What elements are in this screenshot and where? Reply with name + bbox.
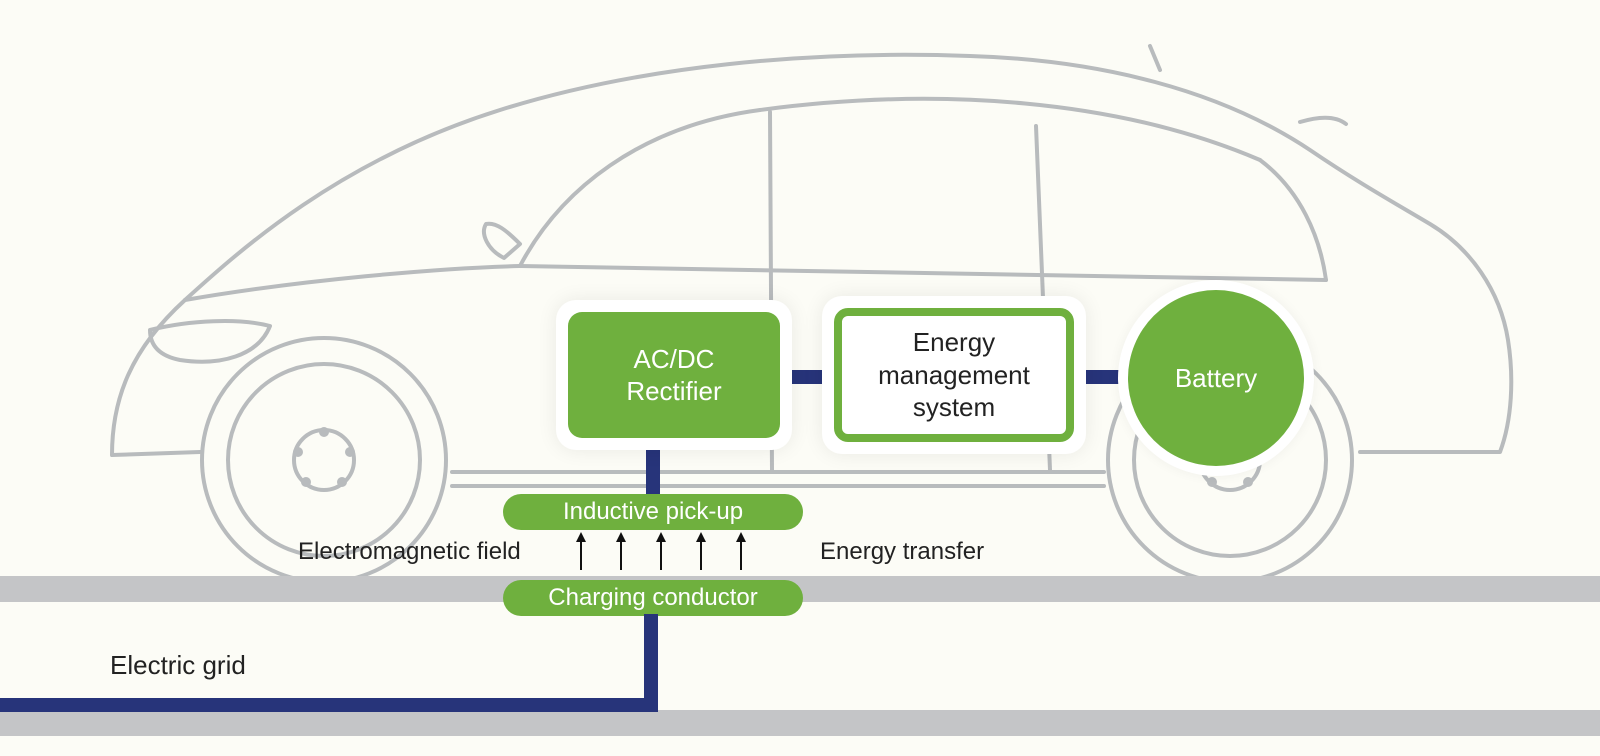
ems-node: Energy management system <box>822 296 1086 454</box>
electromagnetic-field-label: Electromagnetic field <box>298 538 521 566</box>
rectifier-node: AC/DC Rectifier <box>556 300 792 450</box>
road-lower-bar <box>0 710 1600 736</box>
ems-line1: Energy <box>913 326 995 359</box>
battery-node: Battery <box>1118 280 1314 476</box>
ems-line2: management <box>878 359 1030 392</box>
electric-grid-label: Electric grid <box>110 650 246 681</box>
inductive-pickup-label: Inductive pick-up <box>563 498 743 526</box>
energy-transfer-label: Energy transfer <box>820 538 984 566</box>
arrow-up-icon <box>620 540 622 570</box>
arrow-up-icon <box>660 540 662 570</box>
inductive-pickup-node: Inductive pick-up <box>503 494 803 530</box>
arrow-up-icon <box>580 540 582 570</box>
ems-line3: system <box>913 391 995 424</box>
diagram-stage: Inductive pick-up Charging conductor AC/… <box>0 0 1600 756</box>
grid-horizontal-line <box>0 698 658 712</box>
arrow-up-icon <box>700 540 702 570</box>
rectifier-line2: Rectifier <box>626 375 721 408</box>
charging-conductor-node: Charging conductor <box>503 580 803 616</box>
charging-conductor-label: Charging conductor <box>548 584 757 612</box>
battery-label: Battery <box>1175 363 1257 394</box>
arrow-up-icon <box>740 540 742 570</box>
rectifier-line1: AC/DC <box>634 343 715 376</box>
